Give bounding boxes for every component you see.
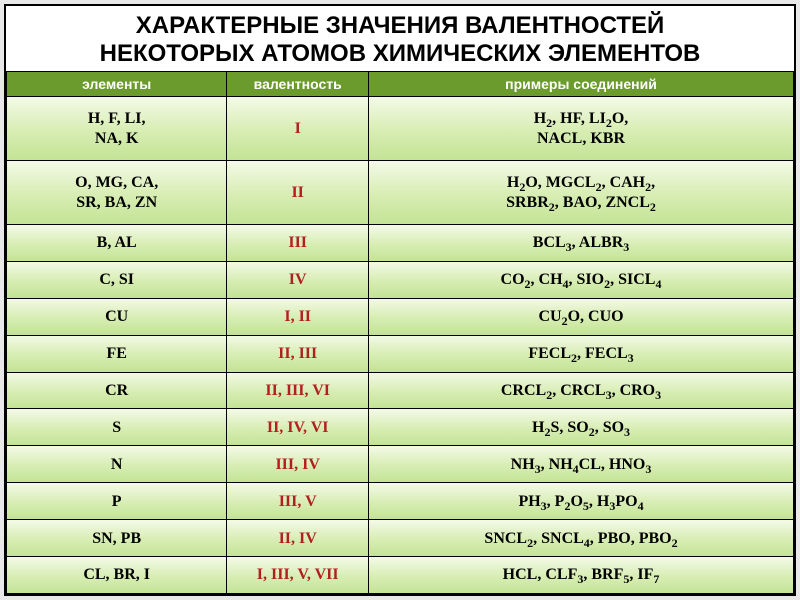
table-row: CRII, III, VICRCL2, CRCL3, CRO3 [7,372,794,409]
cell-examples: BCL3, ALBR3 [369,225,794,262]
cell-valency: II, III, VI [227,372,369,409]
cell-examples: CO2, CH4, SIO2, SICL4 [369,261,794,298]
cell-examples: NH3, NH4CL, HNO3 [369,446,794,483]
cell-examples: HCL, CLF3, BRF5, IF7 [369,557,794,594]
table-row: FEII, IIIFECL2, FECL3 [7,335,794,372]
cell-examples: PH3, P2O5, H3PO4 [369,483,794,520]
table-title: ХАРАКТЕРНЫЕ ЗНАЧЕНИЯ ВАЛЕНТНОСТЕЙ НЕКОТО… [6,6,794,71]
cell-valency: II, IV, VI [227,409,369,446]
cell-valency: II, III [227,335,369,372]
valency-table-container: ХАРАКТЕРНЫЕ ЗНАЧЕНИЯ ВАЛЕНТНОСТЕЙ НЕКОТО… [4,4,796,596]
cell-examples: SNCL2, SNCL4, PBO, PBO2 [369,520,794,557]
cell-examples: H2S, SO2, SO3 [369,409,794,446]
header-valency: валентность [227,72,369,97]
table-body: H, F, LI,NA, KIH2, HF, LI2O,NACL, KBRO, … [7,97,794,594]
cell-elements: C, SI [7,261,227,298]
table-row: CL, BR, II, III, V, VIIHCL, CLF3, BRF5, … [7,557,794,594]
table-header-row: элементы валентность примеры соединений [7,72,794,97]
cell-elements: CL, BR, I [7,557,227,594]
title-line2: НЕКОТОРЫХ АТОМОВ ХИМИЧЕСКИХ ЭЛЕМЕНТОВ [100,40,701,67]
cell-valency: III, V [227,483,369,520]
cell-examples: CRCL2, CRCL3, CRO3 [369,372,794,409]
cell-valency: III, IV [227,446,369,483]
cell-valency: IV [227,261,369,298]
table-row: O, MG, CA,SR, BA, ZNIIH2O, MGCL2, CAH2,S… [7,161,794,225]
title-line1: ХАРАКТЕРНЫЕ ЗНАЧЕНИЯ ВАЛЕНТНОСТЕЙ [136,12,665,39]
cell-elements: N [7,446,227,483]
cell-examples: H2, HF, LI2O,NACL, KBR [369,97,794,161]
cell-elements: H, F, LI,NA, K [7,97,227,161]
table-row: H, F, LI,NA, KIH2, HF, LI2O,NACL, KBR [7,97,794,161]
cell-valency: III [227,225,369,262]
table-row: NIII, IVNH3, NH4CL, HNO3 [7,446,794,483]
cell-examples: H2O, MGCL2, CAH2,SRBR2, BAO, ZNCL2 [369,161,794,225]
table-row: B, ALIIIBCL3, ALBR3 [7,225,794,262]
cell-elements: SN, PB [7,520,227,557]
cell-elements: CR [7,372,227,409]
cell-valency: I, II [227,298,369,335]
cell-elements: S [7,409,227,446]
cell-elements: FE [7,335,227,372]
table-row: SN, PBII, IVSNCL2, SNCL4, PBO, PBO2 [7,520,794,557]
table-row: SII, IV, VIH2S, SO2, SO3 [7,409,794,446]
header-elements: элементы [7,72,227,97]
cell-valency: I [227,97,369,161]
table-row: C, SIIVCO2, CH4, SIO2, SICL4 [7,261,794,298]
cell-valency: II, IV [227,520,369,557]
header-examples: примеры соединений [369,72,794,97]
cell-elements: O, MG, CA,SR, BA, ZN [7,161,227,225]
cell-elements: B, AL [7,225,227,262]
cell-elements: CU [7,298,227,335]
cell-elements: P [7,483,227,520]
cell-examples: CU2O, CUO [369,298,794,335]
valency-table: элементы валентность примеры соединений … [6,71,794,594]
cell-valency: I, III, V, VII [227,557,369,594]
cell-examples: FECL2, FECL3 [369,335,794,372]
table-row: CUI, IICU2O, CUO [7,298,794,335]
cell-valency: II [227,161,369,225]
table-row: PIII, VPH3, P2O5, H3PO4 [7,483,794,520]
